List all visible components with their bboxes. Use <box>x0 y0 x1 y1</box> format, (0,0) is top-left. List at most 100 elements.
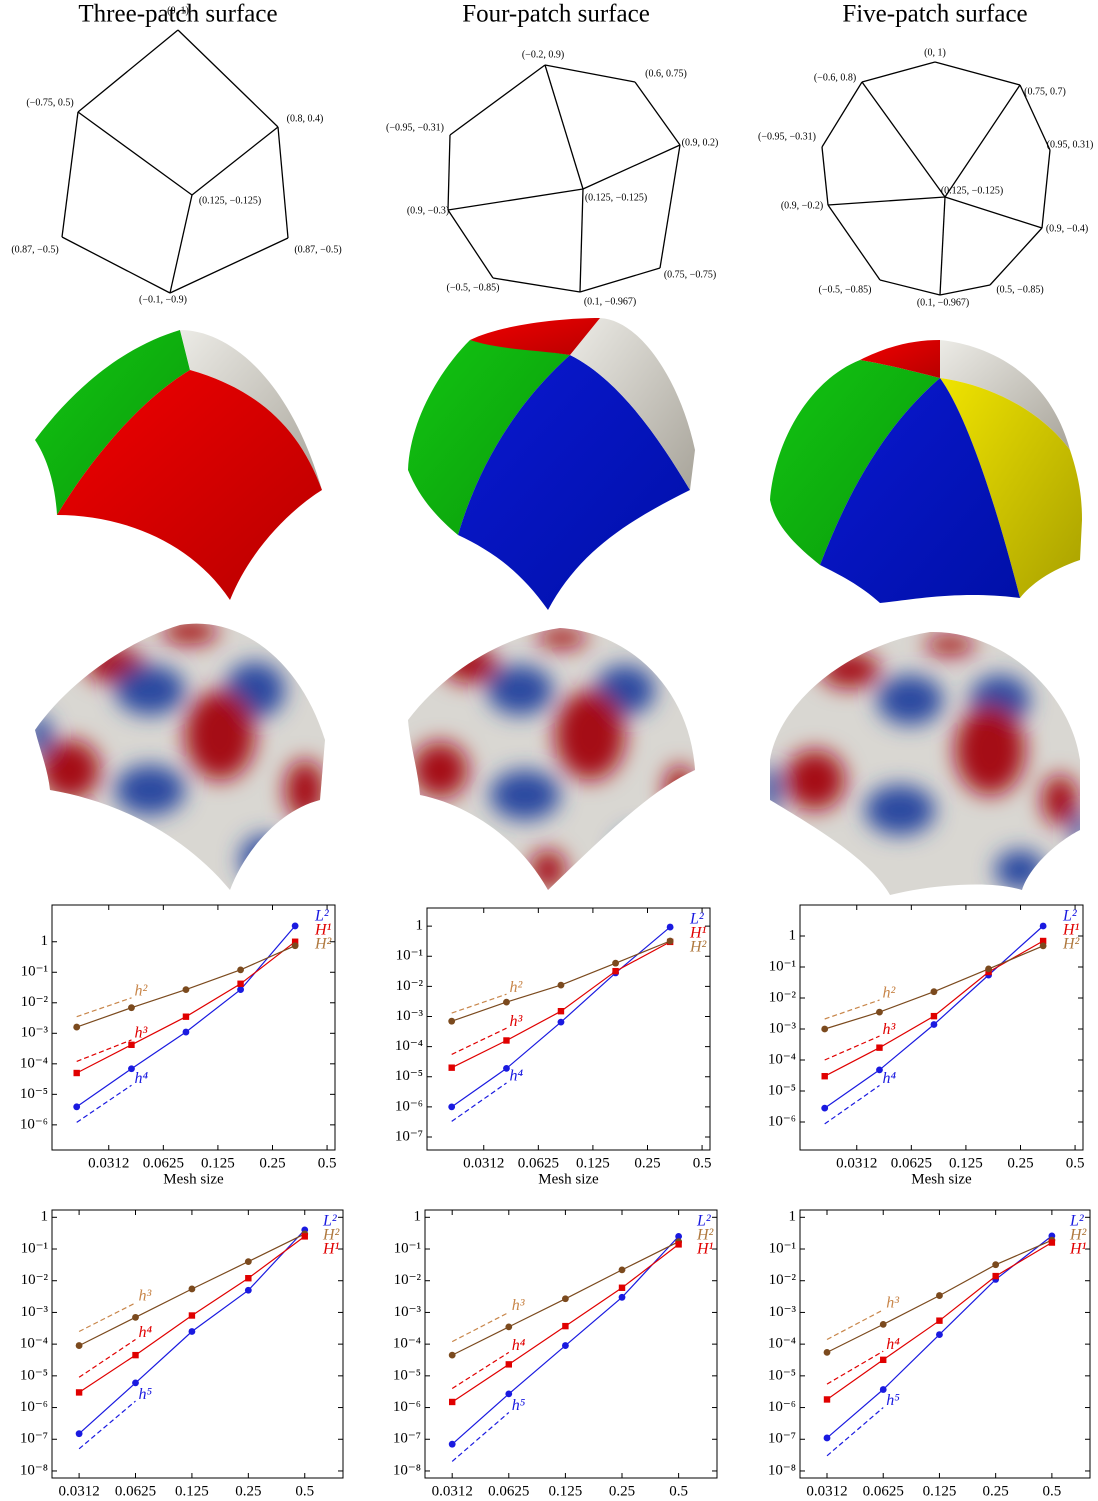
vertex-label: (0.9, −0.3) <box>407 205 449 216</box>
solution-surface <box>20 600 340 900</box>
y-tick-label: 10⁻¹ <box>21 964 48 980</box>
reference-label: h³ <box>134 1025 147 1042</box>
marker <box>612 968 618 974</box>
y-tick-label: 10⁻⁸ <box>20 1462 48 1478</box>
patch-diagram <box>62 30 288 293</box>
x-tick-label: 0.5 <box>1066 1155 1085 1171</box>
y-tick-label: 10⁻⁷ <box>393 1431 421 1447</box>
x-tick-label: 0.5 <box>693 1155 712 1171</box>
vertex-label: (0.9, −0.2) <box>781 200 823 211</box>
marker <box>292 923 299 930</box>
y-tick-label: 10⁻⁴ <box>395 1038 423 1054</box>
marker <box>667 924 674 931</box>
marker <box>876 1009 883 1016</box>
marker <box>505 1323 512 1330</box>
reference-line <box>825 1086 880 1124</box>
vertex-label: (0.87, −0.5) <box>11 244 58 255</box>
marker <box>245 1258 252 1265</box>
reference-label: h⁴ <box>509 1068 523 1085</box>
reference-label: h⁵ <box>886 1392 900 1409</box>
legend-label: H¹ <box>1069 1241 1087 1258</box>
reference-label: h³ <box>512 1297 525 1314</box>
marker <box>880 1357 886 1363</box>
marker <box>985 965 992 972</box>
marker <box>506 1361 512 1367</box>
x-tick-label: 0.0312 <box>836 1155 877 1171</box>
vertex-label: (0.8, 0.4) <box>287 113 324 124</box>
marker <box>1049 1239 1055 1245</box>
marker <box>936 1331 943 1338</box>
x-tick-label: 0.25 <box>235 1483 261 1499</box>
y-tick-label: 10⁻⁶ <box>395 1098 423 1114</box>
y-tick-label: 10⁻² <box>396 978 424 994</box>
x-axis-label: Mesh size <box>163 1171 224 1187</box>
series-line <box>77 942 295 1073</box>
vertex-label: (−0.6, 0.8) <box>814 72 856 83</box>
y-tick-label: 10⁻⁵ <box>768 1082 796 1098</box>
y-tick-label: 10⁻⁶ <box>768 1113 796 1129</box>
reference-label: h² <box>882 985 896 1002</box>
vertex-label: (−0.5, −0.85) <box>819 284 872 295</box>
vertex-label: (0.1, −0.967) <box>917 297 969 308</box>
y-tick-label: 10⁻⁴ <box>768 1051 796 1067</box>
x-tick-label: 0.5 <box>295 1483 314 1499</box>
y-tick-label: 1 <box>789 927 797 943</box>
marker <box>76 1342 83 1349</box>
marker <box>675 1241 681 1247</box>
marker <box>448 1064 454 1070</box>
y-tick-label: 10⁻³ <box>21 1025 49 1041</box>
patch-surface <box>408 318 695 610</box>
marker <box>503 1037 509 1043</box>
reference-label: h⁴ <box>882 1070 896 1087</box>
vertex-label: (0.75, 0.7) <box>1024 86 1066 97</box>
marker <box>503 999 510 1006</box>
reference-line <box>452 1083 507 1121</box>
reference-label: h⁴ <box>886 1336 900 1353</box>
reference-line <box>452 994 507 1013</box>
marker <box>876 1044 882 1050</box>
marker <box>132 1352 138 1358</box>
marker <box>558 1008 564 1014</box>
y-tick-label: 10⁻³ <box>396 1008 424 1024</box>
vertex-label: (0.1, −0.967) <box>584 296 636 307</box>
vertex-label: (0.6, 0.75) <box>645 68 687 79</box>
reference-label: h⁴ <box>512 1337 526 1354</box>
y-tick-label: 10⁻⁸ <box>768 1462 796 1478</box>
chart: 0.03120.06250.1250.250.510⁻⁸10⁻⁷10⁻⁶10⁻⁵… <box>768 1209 1090 1501</box>
vertex-label: (−0.75, 0.5) <box>26 97 73 108</box>
vertex-label: (0.9, −0.4) <box>1046 223 1088 234</box>
y-tick-label: 1 <box>41 1209 49 1225</box>
reference-label: h² <box>134 982 148 999</box>
x-axis-label: Mesh size <box>911 1171 972 1187</box>
marker <box>183 986 190 993</box>
marker <box>73 1103 80 1110</box>
marker <box>76 1430 83 1437</box>
patch-diagram <box>822 62 1050 295</box>
vertex-label: (−0.5, −0.85) <box>447 282 500 293</box>
y-tick-label: 10⁻³ <box>394 1304 422 1320</box>
reference-label: h⁴ <box>134 1070 148 1087</box>
chart: 0.03120.06250.1250.250.510⁻⁸10⁻⁷10⁻⁶10⁻⁵… <box>393 1209 717 1501</box>
marker <box>824 1349 831 1356</box>
x-tick-label: 0.125 <box>949 1155 983 1171</box>
y-tick-label: 10⁻⁵ <box>20 1367 48 1383</box>
solution-surface <box>760 600 1090 900</box>
x-tick-label: 0.0312 <box>806 1483 847 1499</box>
marker <box>619 1294 626 1301</box>
marker <box>449 1399 455 1405</box>
marker <box>237 966 244 973</box>
x-tick-label: 0.0312 <box>88 1155 129 1171</box>
reference-line <box>452 1312 509 1341</box>
reference-line <box>79 1340 135 1378</box>
y-tick-label: 10⁻² <box>769 1272 797 1288</box>
vertex-label: (−0.2, 0.9) <box>522 49 564 60</box>
patch-surface <box>35 330 322 600</box>
vertex-label: (0, 1) <box>167 5 189 16</box>
marker <box>189 1328 196 1335</box>
page: Multipatch surfaces {"columns": [ {"titl… <box>0 0 1098 1501</box>
y-tick-label: 10⁻⁷ <box>395 1128 423 1144</box>
x-tick-label: 0.25 <box>609 1483 635 1499</box>
x-tick-label: 0.125 <box>549 1483 583 1499</box>
y-tick-label: 10⁻¹ <box>21 1240 48 1256</box>
